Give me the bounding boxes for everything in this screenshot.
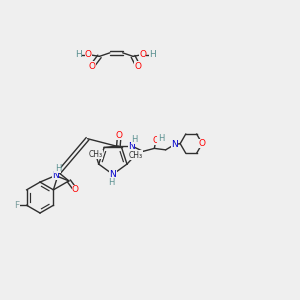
Text: CH₃: CH₃ xyxy=(128,151,142,160)
Text: N: N xyxy=(128,142,135,151)
Text: F: F xyxy=(14,201,20,210)
Text: H: H xyxy=(55,164,61,173)
Text: H: H xyxy=(108,178,115,187)
Text: O: O xyxy=(72,185,79,194)
Text: O: O xyxy=(85,50,92,59)
Text: N: N xyxy=(52,171,59,180)
Text: O: O xyxy=(199,139,206,148)
Text: H: H xyxy=(131,135,138,144)
Text: CH₃: CH₃ xyxy=(89,150,103,159)
Text: O: O xyxy=(116,131,123,140)
Text: N: N xyxy=(110,170,116,179)
Text: O: O xyxy=(135,62,142,71)
Text: O: O xyxy=(139,50,146,59)
Text: N: N xyxy=(171,140,178,149)
Text: H: H xyxy=(75,50,81,59)
Text: H: H xyxy=(158,134,164,143)
Text: O: O xyxy=(88,62,95,71)
Text: O: O xyxy=(152,136,159,145)
Text: H: H xyxy=(150,50,156,59)
